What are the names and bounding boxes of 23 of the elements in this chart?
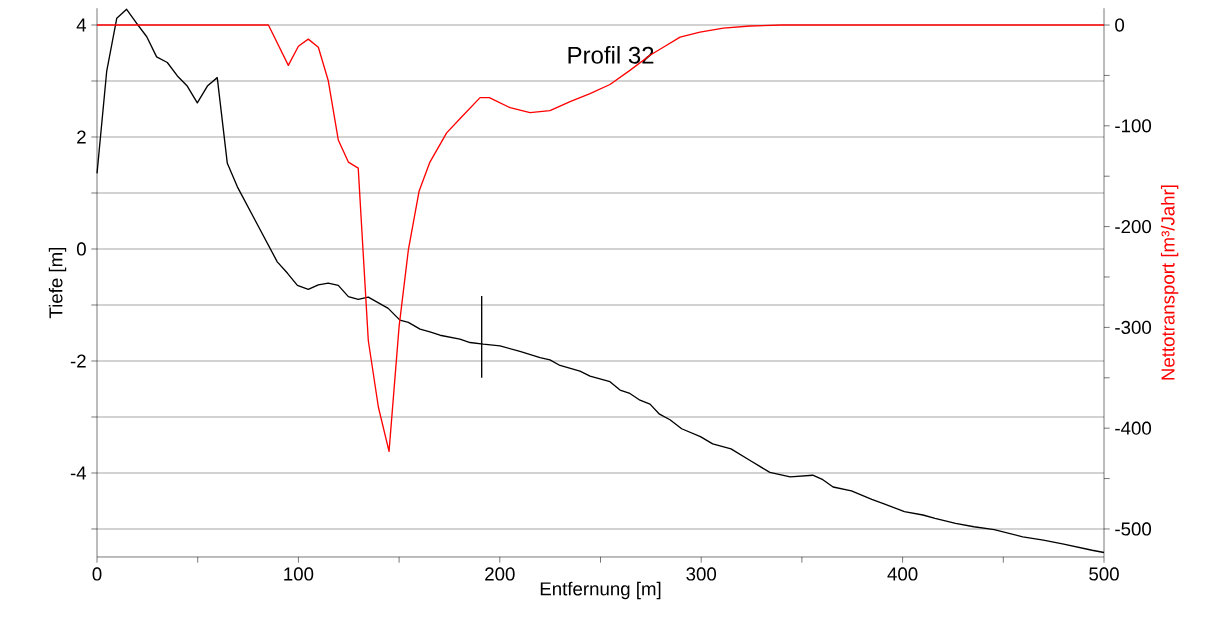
y2-tick-label: -200	[1115, 219, 1152, 234]
x-tick-label: 0	[92, 567, 102, 581]
line-series	[96, 8, 1105, 554]
y-axis-title: Tiefe [m]	[48, 247, 67, 319]
x-tick-label: 500	[1089, 567, 1119, 581]
y2-tick-label: -400	[1115, 421, 1152, 435]
y2-tick-label: 0	[1115, 18, 1125, 32]
x-tick-label: 200	[485, 567, 515, 581]
y2-axis-title: Nettotransport [m³/Jahr]	[1160, 185, 1179, 380]
y-tick-label: -4	[70, 466, 87, 480]
y-tick-label: 4	[76, 18, 87, 32]
line-series	[96, 24, 1105, 453]
y-tick-label: 0	[76, 242, 86, 256]
x-axis-title: Entfernung [m]	[540, 581, 661, 600]
x-tick-label: 100	[284, 567, 314, 581]
text: Profil 32	[568, 46, 654, 64]
x-tick-label: 300	[686, 567, 717, 581]
y-tick-label: 2	[77, 130, 86, 144]
y-tick-label: -2	[70, 354, 86, 368]
y2-tick-label: -500	[1115, 522, 1152, 536]
x-tick-label: 400	[887, 567, 918, 581]
y2-tick-label: -300	[1115, 320, 1152, 334]
y2-tick-label: -100	[1115, 119, 1152, 133]
